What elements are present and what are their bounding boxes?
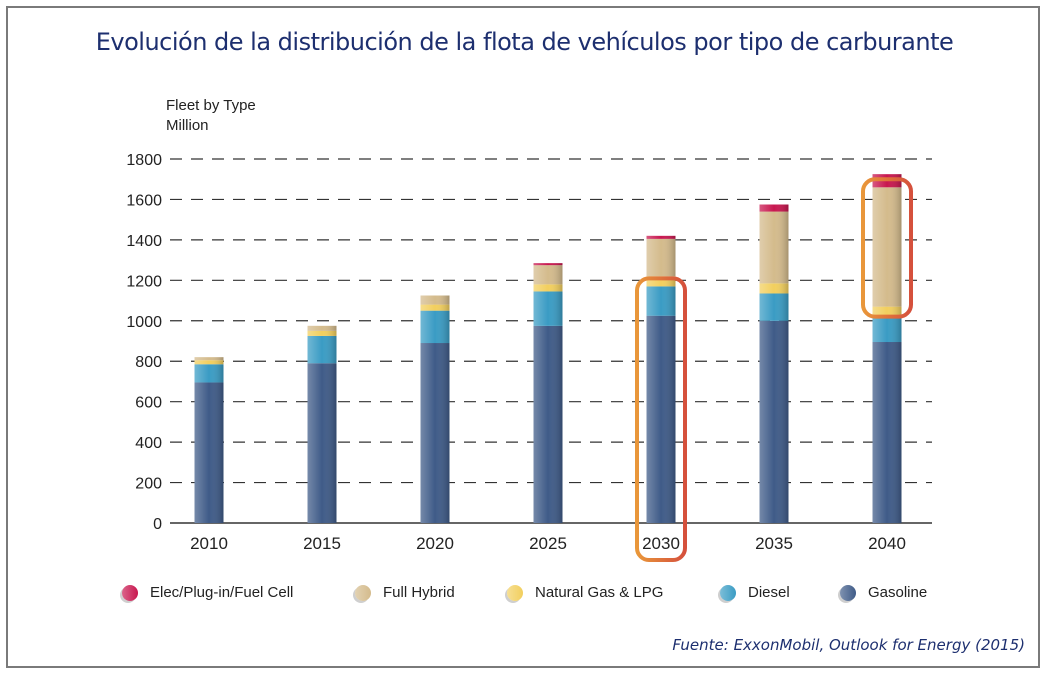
y-axis-label: Fleet by Type Million [166, 96, 256, 136]
legend: Elec/Plug-in/Fuel Cell Full Hybrid Natural… [0, 584, 1049, 608]
bar-segment-shading [759, 320, 789, 523]
bar-segment-shading [646, 238, 676, 277]
x-tick-label: 2010 [190, 534, 228, 553]
bar-segment-shading [307, 330, 337, 336]
source-note: Fuente: ExxonMobil, Outlook for Energy (… [672, 636, 1025, 654]
x-tick-label: 2040 [868, 534, 906, 553]
x-tick-label: 2035 [755, 534, 793, 553]
y-tick-label: 1400 [126, 233, 162, 250]
legend-swatch [720, 584, 736, 601]
legend-label: Elec/Plug-in/Fuel Cell [150, 584, 294, 601]
legend-label: Full Hybrid [383, 584, 455, 601]
bar-segment-shading [420, 343, 450, 523]
legend-swatch [507, 584, 523, 601]
bar-segment-shading [759, 293, 789, 321]
legend-item: Gasoline [840, 584, 927, 601]
y-tick-label: 1200 [126, 273, 162, 290]
legend-item: Full Hybrid [355, 584, 455, 601]
bar-segment-shading [307, 325, 337, 331]
legend-label: Gasoline [868, 584, 928, 601]
bar-segment-shading [307, 363, 337, 523]
legend-item: Diesel [720, 584, 790, 601]
bar-segment-shading [759, 204, 789, 212]
x-tick-label: 2020 [416, 534, 454, 553]
legend-swatch [355, 584, 371, 601]
y-tick-label: 600 [135, 395, 162, 412]
y-axis-label-line1: Fleet by Type [166, 97, 256, 114]
bar-segment-shading [420, 310, 450, 344]
bar-segment-shading [533, 284, 563, 292]
bar-segment-shading [759, 211, 789, 284]
legend-item: Natural Gas & LPG [507, 584, 663, 601]
highlight-box-2030 [635, 276, 687, 562]
chart-title: Evolución de la distribución de la flota… [95, 28, 954, 56]
legend-label: Diesel [748, 584, 790, 601]
x-tick-label: 2030 [642, 534, 680, 553]
x-tick-label: 2025 [529, 534, 567, 553]
y-tick-label: 400 [135, 435, 162, 452]
y-tick-label: 1600 [126, 192, 162, 209]
bar-segment-shading [872, 315, 902, 343]
highlight-box-2040 [861, 177, 913, 319]
y-axis-label-line2: Million [166, 117, 209, 134]
legend-swatch [840, 584, 856, 601]
bar-segment-shading [533, 325, 563, 523]
x-tick-label: 2015 [303, 534, 341, 553]
bar-segment-shading [194, 364, 224, 383]
bar-segment-shading [872, 342, 902, 523]
legend-label: Natural Gas & LPG [535, 584, 664, 601]
bar-segment-shading [646, 286, 676, 316]
y-tick-label: 200 [135, 476, 162, 493]
bar-segment-shading [194, 382, 224, 523]
bar-segment-shading [533, 265, 563, 285]
bar-segment-shading [759, 283, 789, 294]
y-tick-label: 1800 [126, 152, 162, 169]
bar-segment-shading [646, 235, 676, 239]
bar-segment-shading [194, 360, 224, 365]
legend-swatch [122, 584, 138, 601]
bar-segment-shading [646, 315, 676, 523]
bar-segment-shading [872, 306, 902, 316]
y-tick-label: 800 [135, 354, 162, 371]
bar-segment-shading [194, 357, 224, 361]
bar-segment-shading [307, 335, 337, 364]
y-tick-label: 1000 [126, 314, 162, 331]
bar-segment-shading [646, 276, 676, 287]
bar-segment-shading [420, 304, 450, 311]
chart-frame [6, 6, 1040, 668]
bar-segment-shading [872, 187, 902, 307]
bar-segment-shading [420, 295, 450, 305]
legend-item: Elec/Plug-in/Fuel Cell [122, 584, 293, 601]
y-tick-label: 0 [153, 516, 162, 533]
bar-segment-shading [533, 291, 563, 326]
bar-segment-shading [533, 263, 563, 266]
